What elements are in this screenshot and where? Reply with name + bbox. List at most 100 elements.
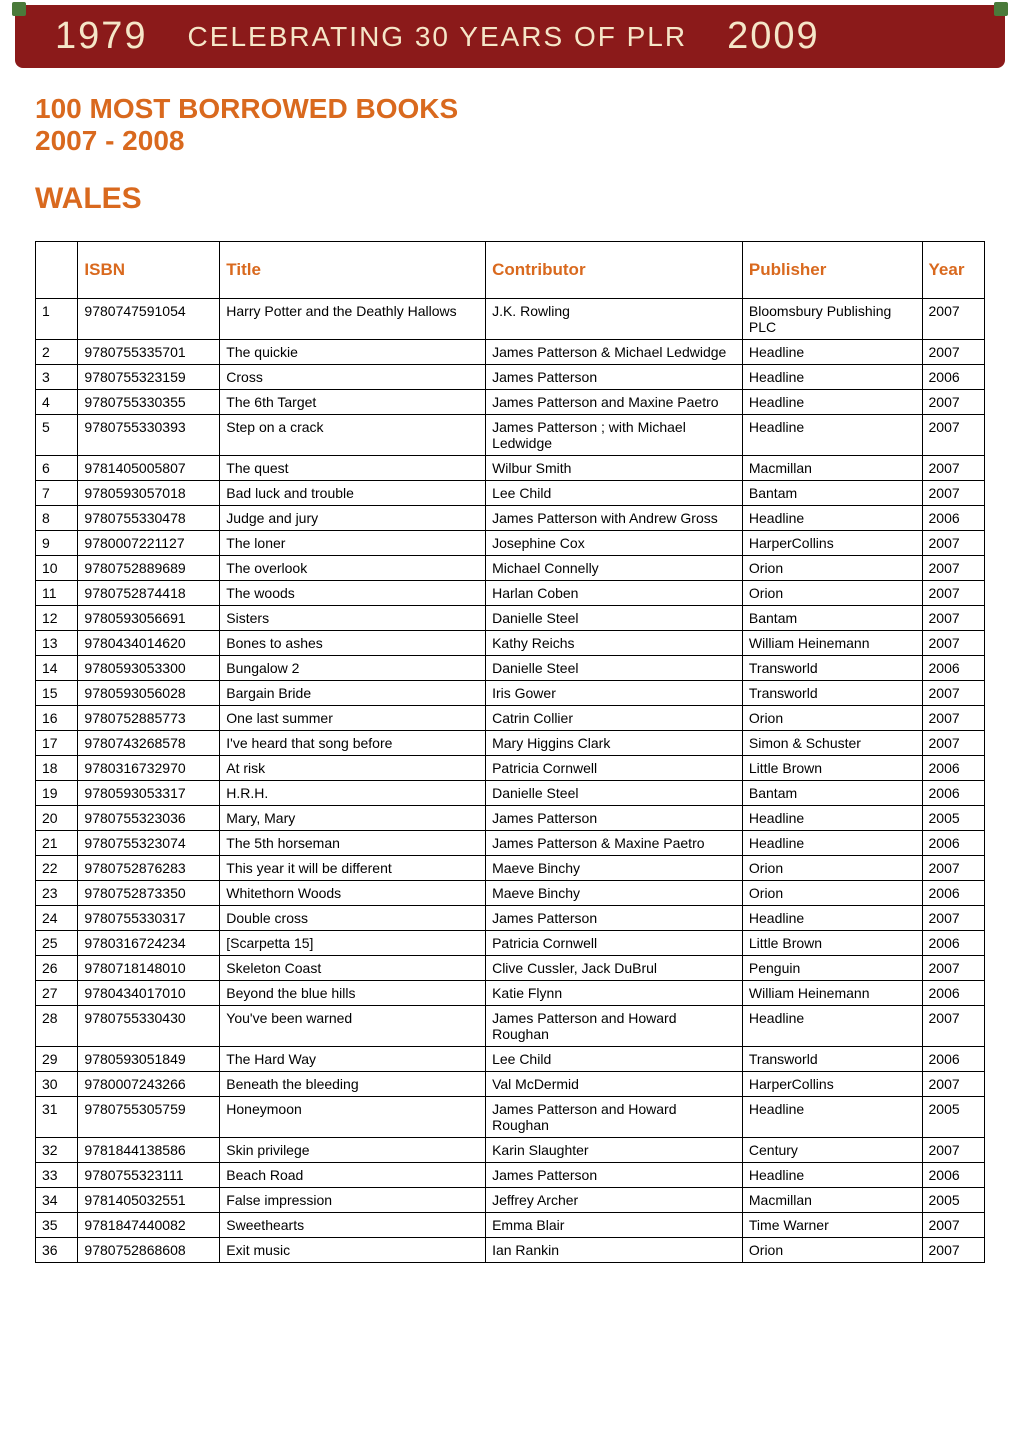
cell-rank: 24 <box>36 906 78 931</box>
cell-publisher: HarperCollins <box>742 531 922 556</box>
cell-contributor: James Patterson and Howard Roughan <box>486 1097 743 1138</box>
table-body: 19780747591054Harry Potter and the Death… <box>36 299 985 1263</box>
table-row: 49780755330355The 6th TargetJames Patter… <box>36 390 985 415</box>
cell-title: Mary, Mary <box>220 806 486 831</box>
table-row: 129780593056691SistersDanielle SteelBant… <box>36 606 985 631</box>
cell-rank: 25 <box>36 931 78 956</box>
table-row: 89780755330478Judge and juryJames Patter… <box>36 506 985 531</box>
cell-rank: 27 <box>36 981 78 1006</box>
cell-isbn: 9781405005807 <box>78 456 220 481</box>
cell-title: Beyond the blue hills <box>220 981 486 1006</box>
cell-title: The 6th Target <box>220 390 486 415</box>
banner-center: CELEBRATING 30 YEARS OF PLR <box>188 21 688 53</box>
table-row: 209780755323036Mary, MaryJames Patterson… <box>36 806 985 831</box>
cell-contributor: Karin Slaughter <box>486 1138 743 1163</box>
cell-isbn: 9781844138586 <box>78 1138 220 1163</box>
cell-contributor: James Patterson <box>486 806 743 831</box>
cell-contributor: Katie Flynn <box>486 981 743 1006</box>
cell-isbn: 9780593056028 <box>78 681 220 706</box>
cell-title: The quest <box>220 456 486 481</box>
table-row: 99780007221127The lonerJosephine CoxHarp… <box>36 531 985 556</box>
cell-title: You've been warned <box>220 1006 486 1047</box>
cell-title: Cross <box>220 365 486 390</box>
cell-year: 2007 <box>922 415 984 456</box>
cell-title: This year it will be different <box>220 856 486 881</box>
table-row: 199780593053317H.R.H.Danielle SteelBanta… <box>36 781 985 806</box>
table-row: 179780743268578I've heard that song befo… <box>36 731 985 756</box>
cell-publisher: Macmillan <box>742 456 922 481</box>
cell-isbn: 9780752876283 <box>78 856 220 881</box>
cell-publisher: Headline <box>742 906 922 931</box>
table-row: 219780755323074The 5th horsemanJames Pat… <box>36 831 985 856</box>
cell-isbn: 9780755330317 <box>78 906 220 931</box>
cell-rank: 2 <box>36 340 78 365</box>
cell-publisher: Headline <box>742 806 922 831</box>
banner-year-left: 1979 <box>55 15 148 58</box>
cell-isbn: 9780007221127 <box>78 531 220 556</box>
cell-title: Sisters <box>220 606 486 631</box>
table-row: 329781844138586Skin privilegeKarin Slaug… <box>36 1138 985 1163</box>
table-row: 189780316732970At riskPatricia CornwellL… <box>36 756 985 781</box>
banner-text: 1979 CELEBRATING 30 YEARS OF PLR 2009 <box>55 15 965 58</box>
cell-title: Sweethearts <box>220 1213 486 1238</box>
cell-year: 2007 <box>922 706 984 731</box>
table-row: 19780747591054Harry Potter and the Death… <box>36 299 985 340</box>
cell-publisher: Transworld <box>742 656 922 681</box>
books-table: ISBN Title Contributor Publisher Year 19… <box>35 241 985 1263</box>
cell-year: 2006 <box>922 881 984 906</box>
table-row: 59780755330393Step on a crackJames Patte… <box>36 415 985 456</box>
cell-rank: 28 <box>36 1006 78 1047</box>
table-row: 109780752889689The overlookMichael Conne… <box>36 556 985 581</box>
cell-rank: 30 <box>36 1072 78 1097</box>
content: 100 MOST BORROWED BOOKS 2007 - 2008 WALE… <box>0 93 1020 1303</box>
cell-contributor: Lee Child <box>486 481 743 506</box>
cell-contributor: Mary Higgins Clark <box>486 731 743 756</box>
cell-contributor: James Patterson <box>486 365 743 390</box>
cell-rank: 4 <box>36 390 78 415</box>
cell-isbn: 9780755330430 <box>78 1006 220 1047</box>
cell-publisher: Headline <box>742 1006 922 1047</box>
table-row: 309780007243266Beneath the bleedingVal M… <box>36 1072 985 1097</box>
cell-year: 2007 <box>922 531 984 556</box>
cell-isbn: 9780755305759 <box>78 1097 220 1138</box>
cell-publisher: Little Brown <box>742 756 922 781</box>
region-heading: WALES <box>35 182 985 216</box>
cell-isbn: 9781847440082 <box>78 1213 220 1238</box>
cell-contributor: James Patterson <box>486 1163 743 1188</box>
cell-isbn: 9780755335701 <box>78 340 220 365</box>
cell-title: One last summer <box>220 706 486 731</box>
cell-title: Skeleton Coast <box>220 956 486 981</box>
cell-year: 2006 <box>922 506 984 531</box>
cell-publisher: Orion <box>742 856 922 881</box>
cell-contributor: Danielle Steel <box>486 781 743 806</box>
cell-publisher: William Heinemann <box>742 631 922 656</box>
cell-rank: 16 <box>36 706 78 731</box>
cell-year: 2005 <box>922 1097 984 1138</box>
cell-contributor: Danielle Steel <box>486 656 743 681</box>
cell-year: 2006 <box>922 981 984 1006</box>
cell-year: 2007 <box>922 1138 984 1163</box>
cell-isbn: 9780593051849 <box>78 1047 220 1072</box>
cell-isbn: 9780755323036 <box>78 806 220 831</box>
cell-year: 2007 <box>922 390 984 415</box>
cell-title: Bones to ashes <box>220 631 486 656</box>
cell-title: The Hard Way <box>220 1047 486 1072</box>
cell-isbn: 9780593053300 <box>78 656 220 681</box>
cell-title: Judge and jury <box>220 506 486 531</box>
cell-publisher: Headline <box>742 506 922 531</box>
cell-title: H.R.H. <box>220 781 486 806</box>
cell-isbn: 9780316732970 <box>78 756 220 781</box>
cell-isbn: 9780755323111 <box>78 1163 220 1188</box>
cell-publisher: Little Brown <box>742 931 922 956</box>
table-row: 289780755330430You've been warnedJames P… <box>36 1006 985 1047</box>
cell-contributor: James Patterson ; with Michael Ledwidge <box>486 415 743 456</box>
cell-isbn: 9780007243266 <box>78 1072 220 1097</box>
cell-publisher: Transworld <box>742 1047 922 1072</box>
cell-year: 2005 <box>922 806 984 831</box>
header-isbn: ISBN <box>78 242 220 299</box>
cell-contributor: Harlan Coben <box>486 581 743 606</box>
cell-year: 2006 <box>922 931 984 956</box>
cell-publisher: Headline <box>742 1163 922 1188</box>
cell-rank: 11 <box>36 581 78 606</box>
cell-contributor: Ian Rankin <box>486 1238 743 1263</box>
